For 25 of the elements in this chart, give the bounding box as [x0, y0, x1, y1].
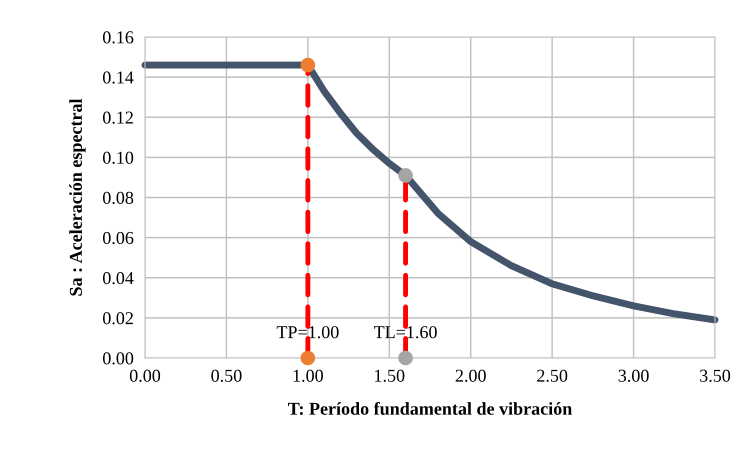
- y-tick-label: 0.16: [102, 31, 134, 44]
- y-tick-label: 0.14: [102, 71, 134, 84]
- y-tick-label: 0.02: [102, 312, 133, 324]
- x-tick-label: 1.00: [294, 370, 323, 382]
- y-tick-label: 0.10: [102, 152, 134, 164]
- point: [300, 350, 316, 366]
- point: [398, 350, 413, 366]
- x-tick-label: 3.50: [700, 370, 730, 382]
- x-tick-label: 3.00: [618, 370, 649, 382]
- y-tick-label: 0.00: [102, 352, 134, 365]
- x-tick-label: 2.00: [456, 370, 486, 382]
- x-axis-title: T: Período fundamental de vibración: [288, 402, 572, 415]
- y-tick-label: 0.06: [102, 232, 134, 244]
- y-axis-title: Sa : Aceleración espectral: [69, 98, 86, 296]
- x-tick-label: 1.50: [375, 370, 404, 382]
- annotation: TP=1.00: [276, 326, 339, 338]
- y-tick-label: 0.12: [102, 112, 133, 124]
- annotation: TL=1.60: [374, 326, 437, 338]
- x-tick-label: 0.50: [211, 370, 242, 382]
- x-tick-label: 0.00: [130, 370, 160, 382]
- y-tick-label: 0.08: [102, 192, 134, 204]
- x-tick-label: 2.50: [537, 370, 568, 382]
- point: [398, 168, 413, 183]
- y-tick-label: 0.04: [102, 272, 134, 284]
- point: [300, 58, 316, 72]
